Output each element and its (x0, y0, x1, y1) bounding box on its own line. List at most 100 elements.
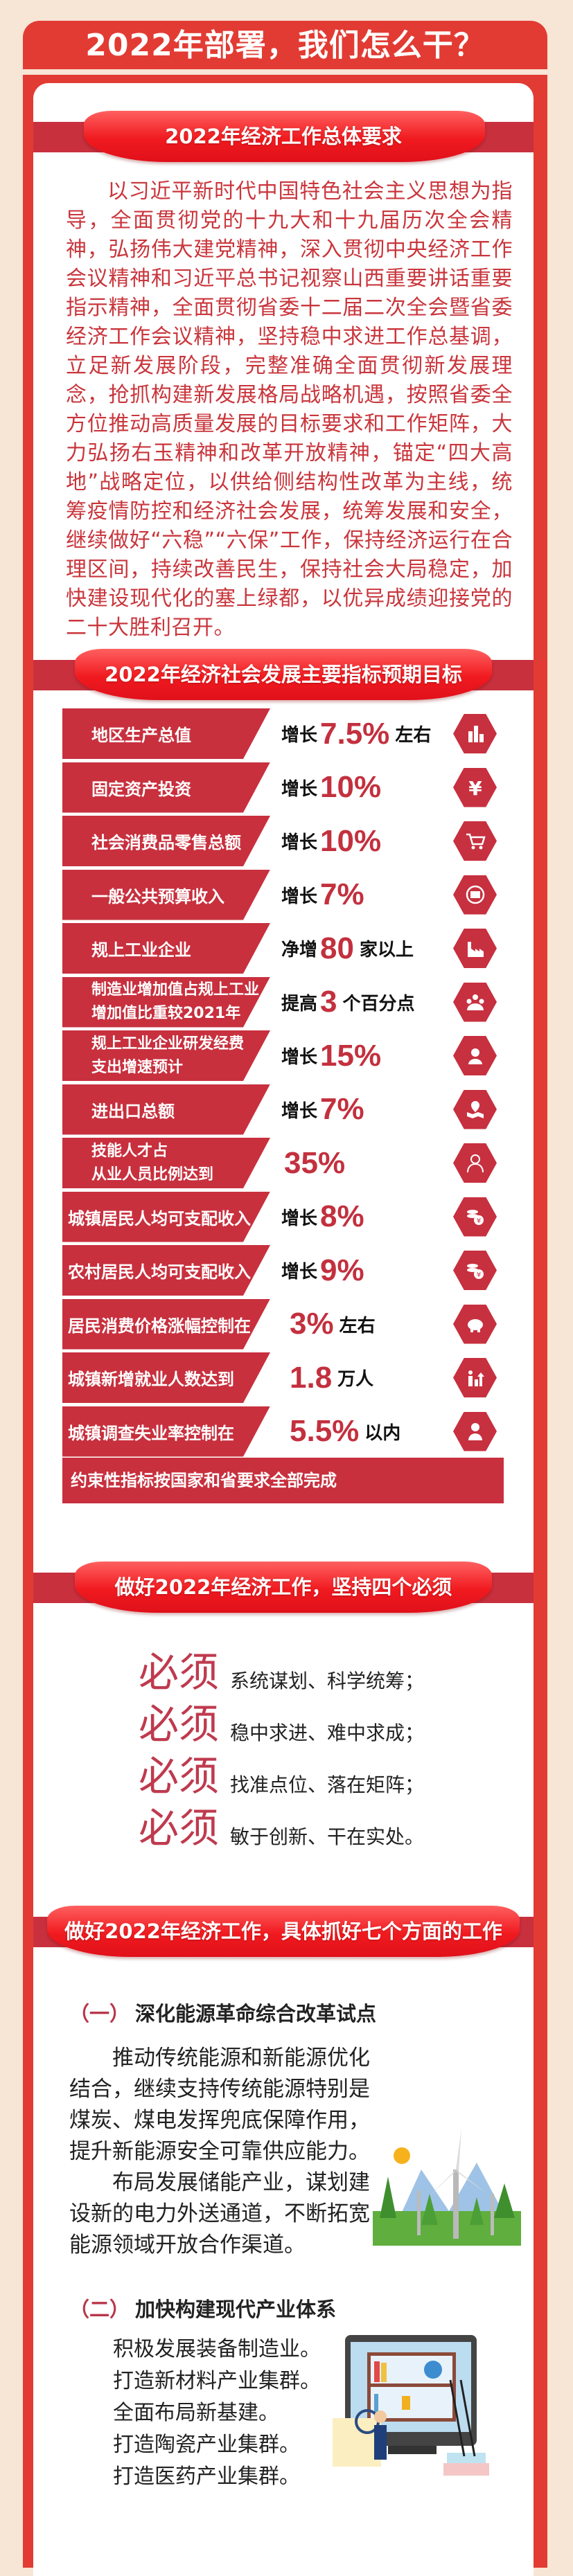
indicator-hexagon (453, 714, 497, 753)
indicator-number: 10% (320, 823, 382, 858)
indicator-label: 居民消费价格涨幅控制在 (62, 1298, 270, 1350)
indicator-hexagon (453, 875, 497, 915)
constraint-note: 约束性指标按国家和省要求全部完成 (62, 1458, 504, 1503)
ribbon-title: 2022年经济工作总体要求 (165, 125, 402, 148)
must-item: 必须 系统谋划、科学统筹； (139, 1645, 485, 1697)
indicator-number: 7% (320, 1092, 364, 1126)
item2-line: 打造新材料产业集群。 (113, 2369, 321, 2393)
indicator-label: 一般公共预算收入 (62, 869, 270, 920)
indicator-label-line: 城镇居民人均可支配收入 (68, 1208, 251, 1228)
item2-line: 打造医药产业集群。 (113, 2465, 300, 2489)
item1-number: （一） (69, 2002, 130, 2025)
indicator-label: 城镇新增就业人数达到 (62, 1352, 270, 1403)
svg-text:¥: ¥ (476, 1271, 480, 1279)
ribbon-title: 2022年经济社会发展主要指标预期目标 (105, 663, 462, 686)
indicator-value: 提高 3 个百分点 (281, 977, 415, 1028)
indicator-suffix: 家以上 (359, 940, 414, 960)
ribbon-title: 做好2022年经济工作，具体抓好七个方面的工作 (64, 1920, 502, 1943)
item2-title: 加快构建现代产业体系 (135, 2298, 337, 2321)
researcher-icon (468, 1048, 482, 1064)
coins-yen-icon: ¥ (466, 1263, 484, 1279)
indicator-row: 固定资产投资 增长 10% ¥ (62, 762, 506, 813)
item2-number: （二） (69, 2298, 130, 2321)
must-text: 系统谋划、科学统筹； (230, 1670, 425, 1692)
indicator-value: 增长 7% (281, 1084, 370, 1135)
indicator-hexagon (453, 1358, 497, 1397)
indicator-row: 农村居民人均可支配收入 增长 9% ¥ (62, 1245, 506, 1296)
must-text: 敏于创新、干在实处。 (230, 1825, 425, 1848)
indicator-label-line: 城镇调查失业率控制在 (68, 1423, 234, 1443)
indicator-hexagon (453, 1411, 497, 1451)
indicator-hexagon (453, 821, 497, 861)
worker-icon (468, 1423, 482, 1440)
indicator-number: 1.8 (290, 1360, 333, 1395)
indicator-label: 制造业增加值占规上工业 增加值比重较2021年 (62, 976, 270, 1028)
item1-paragraph: 布局发展储能产业，谋划建设新的电力外送通道，不断拓宽能源领域开放合作渠道。 (69, 2170, 370, 2257)
indicator-row: 社会消费品零售总额 增长 10% (62, 816, 506, 866)
item1-body: 推动传统能源和新能源优化结合，继续支持传统能源特别是煤炭、煤电发挥兜底保障作用，… (69, 2043, 371, 2261)
indicator-value: 净增 80 家以上 (281, 923, 414, 974)
indicator-value: 3% 左右 (281, 1299, 376, 1350)
indicator-number: 8% (320, 1199, 364, 1233)
indicator-row: 城镇居民人均可支配收入 增长 8% ¥ (62, 1191, 506, 1242)
indicator-row: 技能人才占 从业人员比例达到 35% (62, 1138, 506, 1188)
cash-icon (466, 885, 484, 904)
indicator-prefix: 增长 (281, 1100, 318, 1122)
ribbon-general-requirements: 2022年经济工作总体要求 (33, 111, 534, 162)
indicator-number: 3% (290, 1307, 334, 1341)
building-chart-icon (468, 725, 484, 742)
indicator-label-line: 农村居民人均可支配收入 (68, 1262, 251, 1282)
indicator-label-line: 从业人员比例达到 (91, 1165, 214, 1183)
piggy-bank-icon (467, 1319, 483, 1332)
indicator-label-line: 城镇新增就业人数达到 (68, 1370, 234, 1389)
ribbon-indicators: 2022年经济社会发展主要指标预期目标 (33, 649, 534, 700)
people-growth-icon (468, 1370, 484, 1386)
indicator-label-line: 一般公共预算收入 (91, 886, 224, 906)
indicator-label: 地区生产总值 (62, 708, 270, 759)
indicator-row: 规上工业企业研发经费 支出增速预计 增长 15% (62, 1030, 506, 1081)
indicator-suffix: 万人 (337, 1369, 374, 1390)
indicator-hexagon (453, 1304, 497, 1344)
indicator-value: 1.8 万人 (281, 1352, 373, 1403)
must-mark: 必须 (139, 1701, 220, 1748)
indicator-label: 城镇居民人均可支配收入 (62, 1191, 270, 1242)
item2-line: 全面布局新基建。 (113, 2401, 279, 2425)
indicator-prefix: 增长 (281, 1208, 318, 1229)
indicator-row: 地区生产总值 增长 7.5% 左右 (62, 708, 506, 759)
indicator-label-line: 社会消费品零售总额 (91, 833, 241, 852)
item2-heading: （二） 加快构建现代产业体系 (69, 2296, 336, 2323)
must-text: 找准点位、落在矩阵； (230, 1773, 425, 1796)
indicator-number: 15% (320, 1038, 382, 1073)
indicator-row: 规上工业企业 净增 80 家以上 (62, 923, 506, 974)
indicator-label: 进出口总额 (62, 1084, 270, 1135)
indicator-prefix: 增长 (281, 832, 318, 853)
indicator-label-line: 规上工业企业研发经费 (91, 1035, 245, 1053)
item2-line: 积极发展装备制造业。 (113, 2337, 321, 2361)
item2-list: 积极发展装备制造业。 打造新材料产业集群。 全面布局新基建。 打造陶瓷产业集群。 打造医… (113, 2334, 321, 2493)
indicator-row: 居民消费价格涨幅控制在 3% 左右 (62, 1298, 506, 1350)
indicator-hexagon (453, 1036, 497, 1075)
item1-title: 深化能源革命综合改革试点 (135, 2002, 377, 2025)
indicator-label-line: 固定资产投资 (91, 779, 191, 799)
bookshelf-computer-illustration (333, 2335, 489, 2476)
indicator-row: 城镇调查失业率控制在 5.5% 以内 (62, 1406, 506, 1457)
ribbon-title: 做好2022年经济工作，坚持四个必须 (114, 1575, 452, 1599)
indicator-number: 3 (320, 985, 337, 1019)
wind-turbine-illustration (373, 2128, 521, 2246)
indicator-value: 增长 8% (281, 1192, 370, 1242)
indicator-value: 增长 15% (281, 1030, 387, 1081)
indicator-suffix: 以内 (364, 1422, 401, 1444)
indicator-label-line: 居民消费价格涨幅控制在 (68, 1316, 251, 1336)
four-musts-list: 必须 系统谋划、科学统筹； 必须 稳中求进、难中求成； 必须 找准点位、落在矩阵； 必须 敏于… (139, 1645, 485, 1853)
indicator-value: 增长 9% (281, 1245, 370, 1296)
indicator-number: 80 (320, 931, 354, 965)
indicator-label: 技能人才占 从业人员比例达到 (62, 1138, 270, 1188)
must-mark: 必须 (139, 1805, 220, 1852)
ribbon-seven-aspects: 做好2022年经济工作，具体抓好七个方面的工作 (33, 1906, 534, 1957)
indicator-row: 城镇新增就业人数达到 1.8 万人 (62, 1352, 506, 1403)
indicator-label-line: 增加值比重较2021年 (91, 1005, 241, 1022)
indicator-prefix: 增长 (281, 778, 318, 800)
indicator-number: 35% (284, 1145, 346, 1180)
indicator-label-line: 地区生产总值 (91, 726, 191, 745)
yen-icon: ¥ (468, 777, 482, 798)
